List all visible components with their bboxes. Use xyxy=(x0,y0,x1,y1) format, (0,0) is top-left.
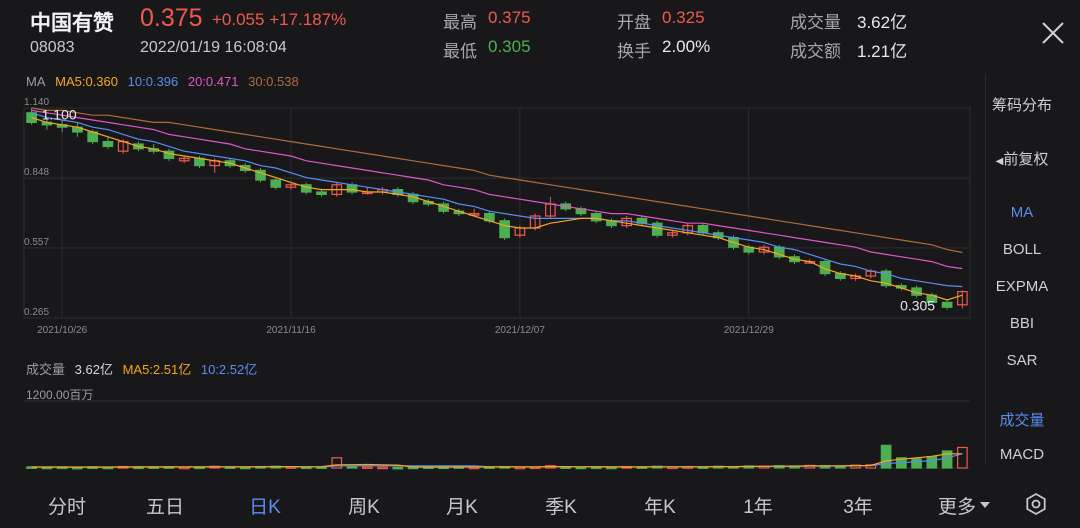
low-value: 0.305 xyxy=(488,37,531,56)
current-price: 0.375 xyxy=(140,4,203,32)
candle-down xyxy=(499,220,510,239)
price-adjust-item[interactable]: ◀前复权 xyxy=(986,148,1058,169)
period-tabs: 分时 五日 日K 周K 月K 季K 年K 1年 3年 更多 xyxy=(0,480,1080,528)
indicator-bbi[interactable]: BBI xyxy=(1009,315,1035,332)
y-tick-label: 1.140 xyxy=(24,98,49,108)
high-label: 最高 xyxy=(443,13,477,32)
x-tick-label: 2021/12/29 xyxy=(724,325,774,336)
open-value: 0.325 xyxy=(662,8,705,27)
volume-bar-up xyxy=(331,457,343,469)
ma5-value: MA5:0.360 xyxy=(55,74,118,89)
tab-intraday[interactable]: 分时 xyxy=(47,497,87,518)
tab-three-year[interactable]: 3年 xyxy=(843,497,873,518)
min-price-label: 0.305 xyxy=(900,297,935,313)
candle-up xyxy=(667,232,678,236)
volume-label: 成交量 xyxy=(790,13,841,32)
tab-monthly-k[interactable]: 月K xyxy=(446,497,478,518)
volume-legend-title: 成交量 xyxy=(26,362,66,377)
tab-five-day[interactable]: 五日 xyxy=(145,497,185,518)
indicator-ma[interactable]: MA xyxy=(1010,204,1034,221)
candlestick-chart[interactable]: 1.140 0.848 0.557 0.265 2021/10/26 2021/11/16… xyxy=(0,98,985,343)
candle-down xyxy=(590,212,602,222)
tab-one-year[interactable]: 1年 xyxy=(743,497,773,518)
ma30-line xyxy=(31,107,963,254)
quote-datetime: 2022/01/19 16:08:04 xyxy=(140,39,287,56)
volume-chart[interactable] xyxy=(0,400,985,472)
candle-up xyxy=(957,291,968,306)
ma20-line xyxy=(31,109,963,270)
volume-ma5-line xyxy=(31,453,963,468)
ma30-value: 30:0.538 xyxy=(248,74,299,89)
x-tick-label: 2021/12/07 xyxy=(495,325,545,336)
volume-axis-max: 1200.00百万 xyxy=(26,388,94,402)
stock-name: 中国有赞 xyxy=(30,12,114,35)
volume-ma5-value: MA5:2.51亿 xyxy=(122,362,192,377)
candle-up xyxy=(285,184,297,188)
close-icon[interactable] xyxy=(1040,20,1066,46)
tab-daily-k[interactable]: 日K xyxy=(249,497,281,518)
volume-bar-up xyxy=(957,446,968,469)
y-tick-label: 0.557 xyxy=(24,237,49,248)
settings-icon[interactable] xyxy=(1024,492,1048,516)
volume-bar-down xyxy=(346,465,358,469)
open-label: 开盘 xyxy=(617,13,651,32)
candle-up xyxy=(178,157,190,162)
price-adjust-label: 前复权 xyxy=(1003,151,1049,168)
ma10-line xyxy=(31,112,963,288)
caret-left-icon: ◀ xyxy=(995,156,1004,167)
stock-code: 08083 xyxy=(30,39,75,56)
candle-down xyxy=(941,301,953,308)
y-tick-label: 0.265 xyxy=(24,307,49,318)
indicator-panel: 筹码分布 ◀前复权 MA BOLL EXPMA BBI SAR 成交量 MACD xyxy=(985,74,1058,464)
volume-bar-down xyxy=(880,444,892,469)
x-tick-label: 2021/11/16 xyxy=(266,325,316,336)
volume-legend: 成交量 3.62亿 MA5:2.51亿 10:2.52亿 xyxy=(26,359,263,378)
candle-up xyxy=(758,246,770,253)
price-change: +0.055 +17.187% xyxy=(212,10,347,29)
turnover-label: 换手 xyxy=(617,42,651,61)
volume-ma10-line xyxy=(31,453,963,468)
y-tick-label: 0.848 xyxy=(24,167,49,178)
chart-frame xyxy=(23,107,971,319)
chevron-down-icon[interactable] xyxy=(980,502,990,508)
indicator-sar[interactable]: SAR xyxy=(1006,352,1038,369)
amount-value: 1.21亿 xyxy=(857,42,908,61)
tab-weekly-k[interactable]: 周K xyxy=(348,497,380,518)
candle-down xyxy=(316,191,327,196)
low-label: 最低 xyxy=(443,42,477,61)
volume-ma10-value: 10:2.52亿 xyxy=(200,362,258,377)
indicator-volume[interactable]: 成交量 xyxy=(999,412,1045,429)
tab-more[interactable]: 更多 xyxy=(937,497,977,518)
high-value: 0.375 xyxy=(488,8,531,27)
tab-yearly-k[interactable]: 年K xyxy=(644,497,676,518)
volume-legend-value: 3.62亿 xyxy=(74,362,113,377)
ma-legend-title: MA xyxy=(26,74,46,89)
indicator-boll[interactable]: BOLL xyxy=(1002,241,1042,258)
ma20-value: 20:0.471 xyxy=(187,74,239,89)
x-tick-label: 2021/10/26 xyxy=(37,325,87,336)
tab-quarterly-k[interactable]: 季K xyxy=(545,497,577,518)
turnover-value: 2.00% xyxy=(662,37,711,56)
indicator-macd[interactable]: MACD xyxy=(999,446,1045,462)
indicator-expma[interactable]: EXPMA xyxy=(995,278,1049,295)
ma10-value: 10:0.396 xyxy=(127,74,179,89)
candle-down xyxy=(255,169,266,181)
volume-value: 3.62亿 xyxy=(857,13,908,32)
candle-down xyxy=(880,270,892,287)
candle-down xyxy=(819,261,831,275)
volume-bar-down xyxy=(392,466,404,470)
amount-label: 成交额 xyxy=(790,42,841,61)
ma5-line xyxy=(31,117,963,301)
chip-distribution-item[interactable]: 筹码分布 xyxy=(991,97,1052,114)
volume-bar-up xyxy=(361,466,373,469)
volume-bar-down xyxy=(941,450,953,469)
volume-bar-down xyxy=(911,458,922,469)
max-price-label: 1.100 xyxy=(42,107,77,123)
volume-bar-down xyxy=(926,456,938,469)
candle-down xyxy=(102,140,114,147)
volume-bar-up xyxy=(377,466,388,470)
ma-legend: MA MA5:0.360 10:0.396 20:0.471 30:0.538 xyxy=(26,74,305,89)
candle-down xyxy=(270,179,282,188)
